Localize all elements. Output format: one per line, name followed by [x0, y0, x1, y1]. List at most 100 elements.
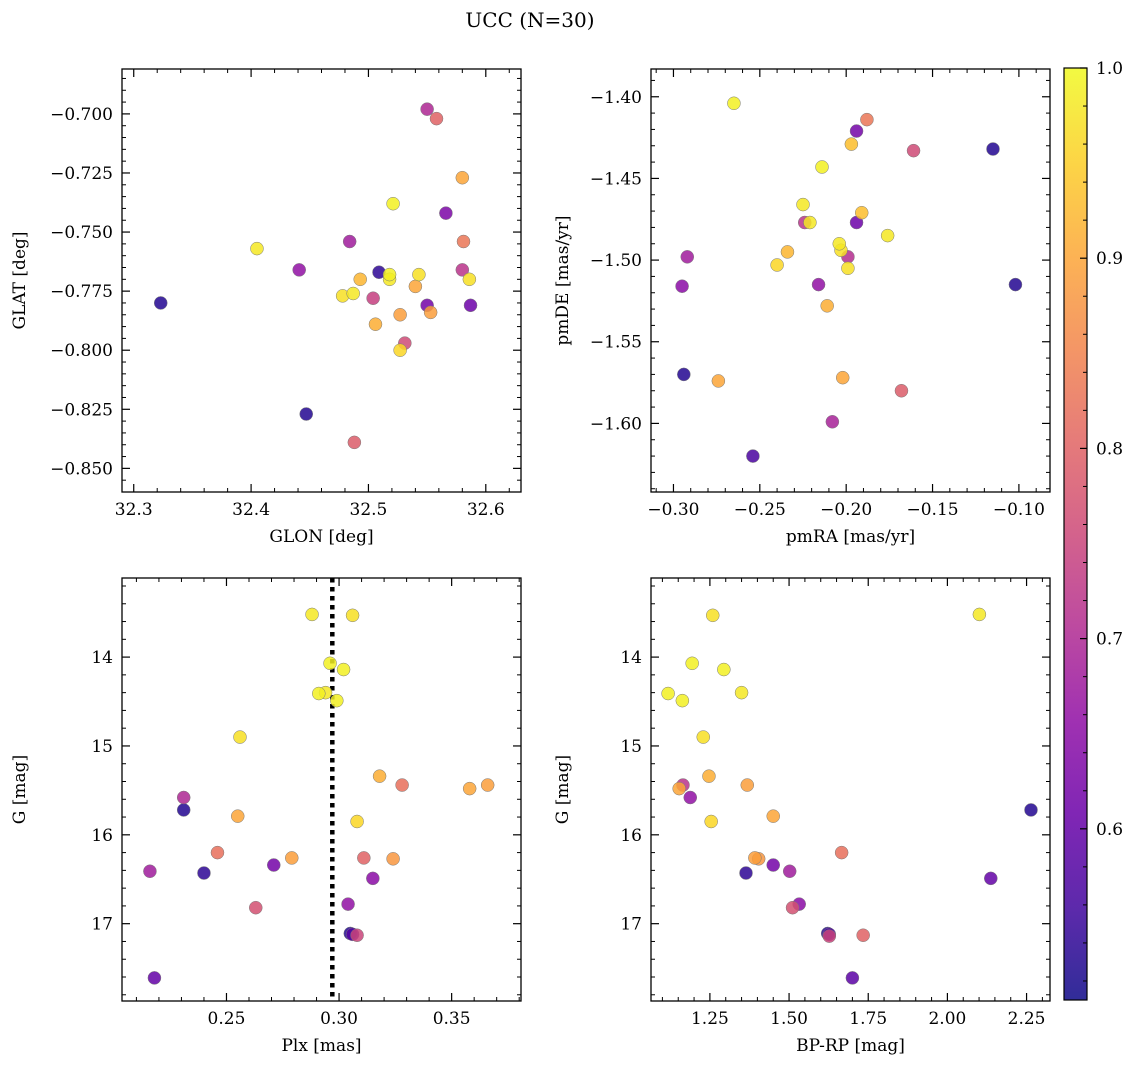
- scatter-point: [727, 96, 741, 111]
- scatter-point: [696, 730, 710, 744]
- colorbar-tick-label: 0.9: [1096, 249, 1123, 269]
- x-tick-label: 32.5: [350, 500, 388, 520]
- y-tick-label: −0.700: [50, 105, 113, 125]
- scatter-point: [350, 928, 364, 942]
- scatter-point: [785, 900, 800, 915]
- scatter-point: [766, 858, 780, 872]
- y-axis-label: G [mag]: [10, 755, 30, 824]
- scatter-point: [386, 852, 400, 866]
- scatter-point: [739, 866, 753, 880]
- scatter-point: [706, 608, 720, 623]
- y-tick-label: 14: [91, 648, 113, 668]
- scatter-point: [345, 608, 360, 623]
- scatter-point: [330, 693, 344, 708]
- y-tick-label: 16: [620, 826, 642, 846]
- scatter-point: [153, 296, 168, 310]
- scatter-point: [704, 814, 718, 829]
- x-tick-label: 32.4: [232, 500, 270, 520]
- y-tick-label: −0.800: [50, 341, 113, 361]
- scatter-point: [906, 143, 921, 158]
- scatter-point: [984, 871, 998, 886]
- scatter-point: [462, 781, 477, 796]
- colorbar-tick-label: 0.6: [1096, 820, 1123, 840]
- y-tick-label: −0.750: [50, 223, 113, 243]
- scatter-point: [366, 871, 380, 886]
- scatter-point: [972, 607, 987, 622]
- scatter-point: [740, 778, 755, 792]
- x-tick-label: 1.75: [849, 1009, 887, 1029]
- colorbar-gradient: [1063, 67, 1088, 1001]
- scatter-point: [336, 662, 351, 677]
- scatter-point: [856, 928, 870, 942]
- colorbar-tick-label: 0.8: [1096, 439, 1123, 459]
- scatter-point: [412, 267, 426, 282]
- scatter-point: [766, 809, 780, 823]
- scatter-point: [675, 693, 690, 708]
- scatter-point: [675, 279, 689, 293]
- y-tick-label: −0.775: [50, 282, 113, 302]
- x-axis-label: GLON [deg]: [269, 527, 373, 547]
- scatter-point: [841, 261, 855, 276]
- scatter-point: [353, 272, 367, 287]
- scatter-point: [267, 858, 281, 872]
- x-tick-label: 32.6: [467, 500, 505, 520]
- y-tick-label: −0.725: [50, 164, 113, 184]
- scatter-point: [854, 205, 869, 220]
- y-axis-label: pmDE [mas/yr]: [553, 215, 573, 345]
- panels: 32.3 32.4 32.5 32.6 −0.850 −0.825 −0.800 −0.775…: [10, 68, 1051, 1056]
- scatter-point: [346, 286, 360, 301]
- y-axis-label: GLAT [deg]: [10, 231, 30, 329]
- axes-frame: [121, 577, 522, 1002]
- x-tick-label: 2.00: [928, 1009, 966, 1029]
- scatter-point: [357, 851, 371, 865]
- scatter-point: [835, 370, 850, 385]
- x-axis-label: pmRA [mas/yr]: [786, 527, 915, 547]
- x-tick-label: −0.20: [820, 500, 872, 520]
- scatter-point: [341, 897, 355, 911]
- scatter-point: [250, 241, 264, 256]
- scatter-point: [782, 864, 797, 879]
- y-tick-label: −1.45: [590, 169, 642, 189]
- scatter-point: [456, 234, 471, 249]
- x-tick-label: −0.25: [734, 500, 786, 520]
- panel-3: 0.25 0.30 0.35 14 15 16 17 Plx [mas] G [mag]: [10, 577, 522, 1056]
- y-tick-label: 14: [620, 648, 642, 668]
- scatter-point: [176, 790, 191, 805]
- scatter-point: [815, 160, 829, 174]
- scatter-point: [299, 407, 313, 421]
- x-tick-label: −0.30: [647, 500, 699, 520]
- y-tick-label: 15: [91, 737, 113, 757]
- x-tick-label: 0.30: [320, 1009, 358, 1029]
- scatter-point: [803, 215, 817, 230]
- figure-title: UCC (N=30): [465, 8, 594, 32]
- x-axis-label: Plx [mas]: [281, 1036, 361, 1056]
- scatter-point: [386, 196, 400, 211]
- scatter-point: [342, 234, 357, 249]
- y-tick-label: 17: [91, 915, 113, 935]
- scatter-point: [746, 449, 760, 463]
- scatter-point: [849, 124, 864, 138]
- axes-frame: [650, 68, 1051, 493]
- scatter-point: [395, 778, 409, 792]
- scatter-point: [347, 435, 362, 450]
- scatter-point: [366, 291, 380, 305]
- y-tick-label: −1.50: [590, 251, 642, 271]
- axes-frame: [121, 68, 522, 493]
- x-tick-label: 32.3: [115, 500, 153, 520]
- scatter-point: [249, 900, 263, 915]
- scatter-point: [423, 305, 438, 320]
- scatter-point: [811, 277, 826, 292]
- scatter-point: [463, 298, 478, 313]
- scatter-point: [796, 197, 810, 212]
- panel-1: 32.3 32.4 32.5 32.6 −0.850 −0.825 −0.800 −0.775…: [10, 68, 522, 547]
- scatter-point: [825, 415, 840, 429]
- y-tick-label: 17: [620, 915, 642, 935]
- scatter-point: [780, 245, 795, 259]
- scatter-point: [408, 279, 423, 294]
- y-tick-label: 16: [91, 826, 113, 846]
- scatter-point: [894, 383, 909, 398]
- scatter-point: [860, 112, 874, 127]
- scatter-point: [230, 809, 245, 823]
- scatter-point: [372, 769, 387, 783]
